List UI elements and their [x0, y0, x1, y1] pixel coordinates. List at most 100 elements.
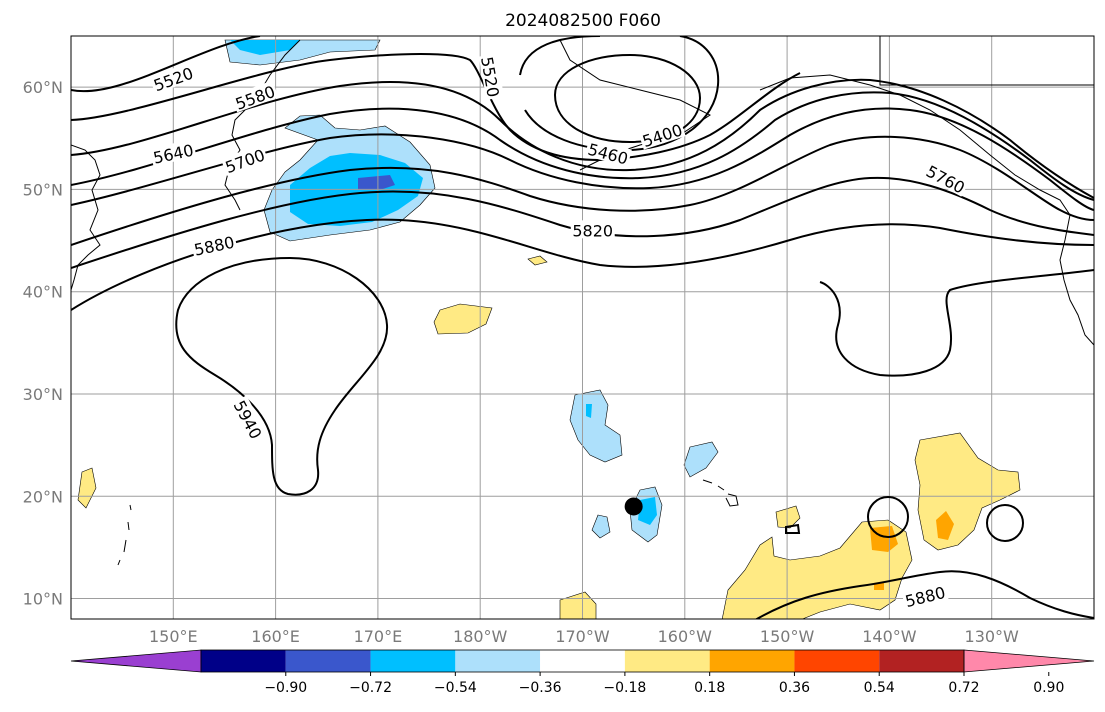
colorbar-segment — [455, 650, 541, 672]
lon-tick-label: 160°E — [251, 627, 300, 646]
hawaii-islands — [702, 479, 739, 507]
contour-5520-ring — [519, 36, 720, 152]
contour-line — [71, 218, 1094, 311]
latitude-labels: 10°N 20°N 30°N 40°N 50°N 60°N — [23, 78, 63, 608]
contour-label: 5520 — [477, 55, 503, 98]
contour-label-bg — [231, 80, 279, 113]
contour-label-group: 5520 — [477, 53, 505, 100]
yellow-shade-region — [914, 432, 1021, 551]
contour-5880-south — [754, 570, 1094, 619]
contour-line — [71, 176, 1094, 269]
yellow-shade-region — [527, 255, 548, 266]
contour-label: 5820 — [572, 221, 613, 240]
blue-shade-region — [683, 441, 719, 478]
contour-label: 5760 — [923, 162, 968, 198]
contour-label-bg — [220, 143, 269, 176]
colorbar-tick-label: 0.18 — [694, 680, 725, 696]
height-contours — [71, 36, 1094, 619]
lat-tick-label: 30°N — [23, 385, 63, 404]
colorbar-tick-label: −0.72 — [349, 680, 392, 696]
contour-label-bg — [570, 220, 615, 239]
colorbar-tick-label: 0.90 — [1033, 680, 1064, 696]
longitude-labels: 150°E 160°E 170°E 180°W 170°W 160°W 150°W 140°W… — [149, 627, 1019, 646]
lon-tick-label: 180°W — [453, 627, 508, 646]
yellow-shade-region — [77, 467, 97, 509]
blue-shade-region — [358, 175, 395, 190]
lon-tick-label: 160°W — [658, 627, 713, 646]
colorbar-tick-label: 0.36 — [779, 680, 810, 696]
lat-tick-label: 50°N — [23, 180, 63, 199]
colorbar-tick-label: 0.54 — [864, 680, 895, 696]
contour-label-group: 5580 — [231, 80, 279, 114]
lon-tick-label: 130°W — [965, 627, 1020, 646]
colorbar-extend-high — [963, 649, 1095, 673]
colorbar-extend-low — [70, 649, 202, 673]
contour-5880-low — [819, 269, 1094, 377]
contour-line — [71, 36, 261, 93]
lon-tick-label: 170°E — [354, 627, 403, 646]
contour-label-bg — [584, 138, 632, 168]
contour-label-bg — [922, 160, 970, 197]
yellow-shade-region — [559, 591, 597, 619]
colorbar-tick-label: 0.72 — [948, 680, 979, 696]
contour-line — [71, 78, 1094, 199]
colorbar-segment — [201, 650, 286, 672]
contour-label-group: 5940 — [230, 395, 268, 443]
yellow-shade-region — [433, 303, 493, 335]
contour-label-bg — [901, 581, 949, 610]
contour-line — [71, 135, 1094, 246]
contour-label-group: 5880 — [190, 231, 238, 260]
contour-label-bg — [190, 231, 238, 259]
contour-label: 5880 — [192, 233, 236, 260]
colorbar-tick-label: −0.36 — [519, 680, 562, 696]
colorbar-segment — [709, 650, 795, 672]
contour-line — [71, 53, 801, 162]
lat-tick-label: 60°N — [23, 78, 63, 97]
shaded-field — [77, 39, 1021, 619]
colorbar-tick-label: −0.90 — [264, 680, 307, 696]
colorbar-frame — [200, 649, 965, 673]
lon-gridlines — [172, 36, 993, 619]
colorbar-segment — [370, 650, 456, 672]
colorbar-segment — [794, 650, 880, 672]
blue-shade-region — [591, 514, 611, 539]
contour-label: 5700 — [223, 145, 268, 177]
colorbar: −0.90 −0.72 −0.54 −0.36 −0.18 0.18 0.36 0.54 0.7… — [70, 649, 1095, 696]
lat-tick-label: 40°N — [23, 283, 63, 302]
lat-tick-label: 10°N — [23, 590, 63, 609]
colorbar-tick-label: −0.54 — [434, 680, 477, 696]
colorbar-segment — [624, 650, 710, 672]
west-pacific-islands — [117, 504, 132, 566]
contour-label: 5400 — [640, 120, 685, 151]
contour-label: 5880 — [903, 583, 947, 611]
contour-label-group: 5700 — [220, 143, 269, 177]
contour-label-group: 5880 — [901, 581, 949, 611]
lon-tick-label: 140°W — [862, 627, 917, 646]
canada-border — [879, 36, 1094, 86]
colorbar-segment — [285, 650, 371, 672]
contour-label-bg — [230, 395, 268, 443]
colorbar-segment — [879, 650, 964, 672]
colorbar-tick-label: −0.18 — [603, 680, 646, 696]
contour-label-bg — [149, 139, 197, 167]
blue-shade-region — [230, 40, 300, 55]
yellow-shade-region — [721, 519, 913, 619]
closed-low-5400 — [553, 53, 702, 144]
north-america-coast — [759, 74, 1094, 346]
asia-coast — [71, 144, 101, 291]
blue-shade-region — [638, 497, 657, 525]
yellow-shade-region — [775, 505, 801, 529]
map-frame — [70, 35, 1095, 620]
closed-contour-ring — [867, 496, 909, 538]
contour-5940 — [175, 256, 389, 496]
small-closed-contour — [785, 523, 801, 534]
closed-contour-ring — [986, 504, 1024, 542]
contour-line — [71, 91, 1094, 201]
contour-label-bg — [638, 118, 686, 150]
blue-shade-region — [569, 389, 623, 463]
lon-tick-label: 150°E — [149, 627, 198, 646]
contour-label-bg — [149, 62, 197, 94]
lon-tick-label: 170°W — [555, 627, 610, 646]
storm-center-marker — [624, 497, 643, 516]
